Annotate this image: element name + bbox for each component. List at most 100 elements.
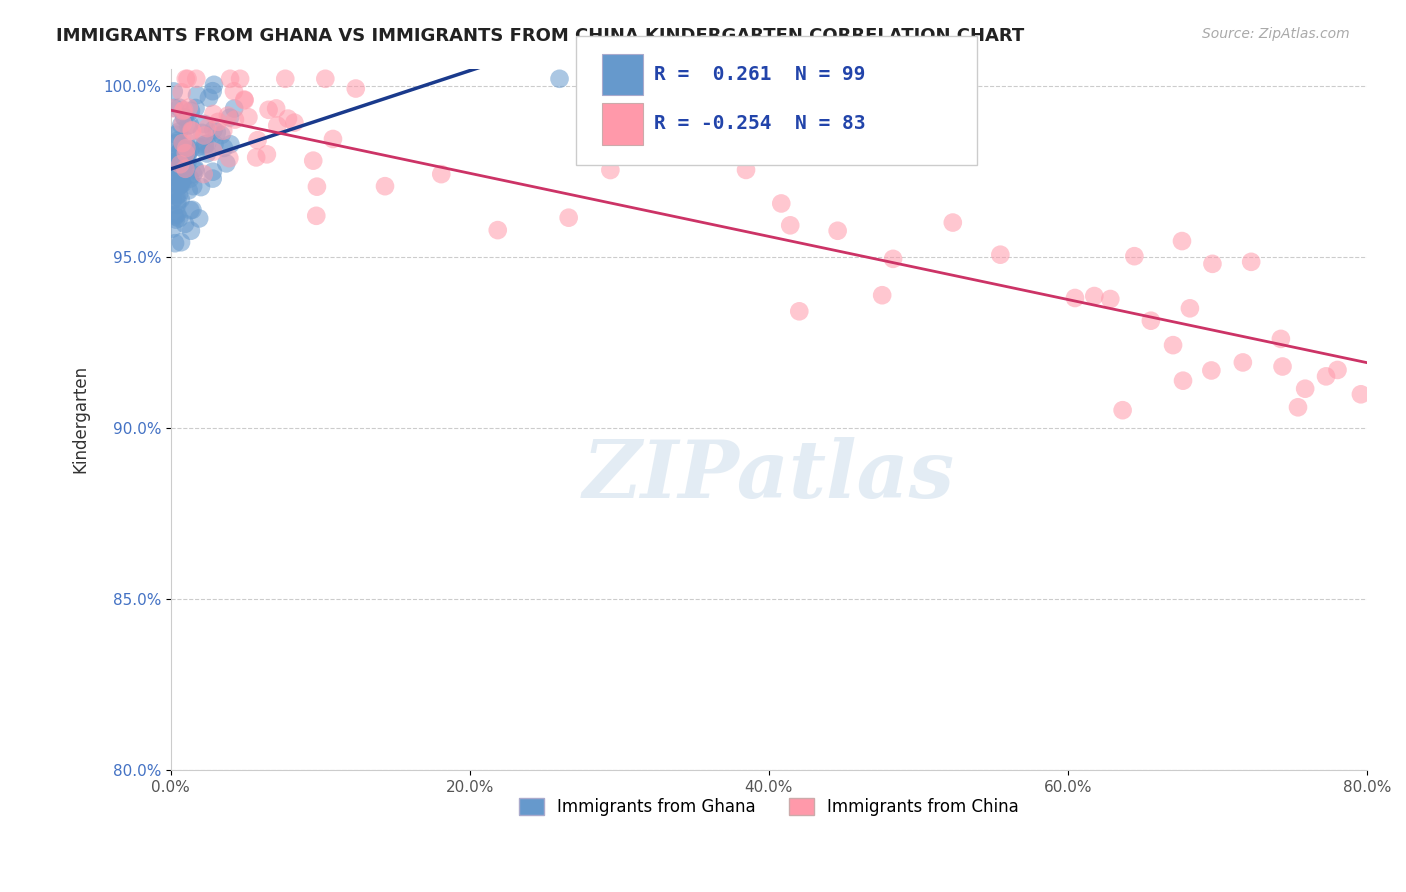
Immigrants from China — [174, 161, 197, 176]
Immigrants from China — [256, 147, 278, 161]
Immigrants from China — [172, 136, 194, 150]
Immigrants from Ghana — [177, 183, 200, 197]
Immigrants from China — [266, 119, 288, 133]
Immigrants from China — [193, 167, 215, 181]
Y-axis label: Kindergarten: Kindergarten — [72, 365, 89, 474]
Immigrants from Ghana — [165, 210, 187, 224]
Immigrants from Ghana — [163, 155, 186, 169]
Immigrants from Ghana — [202, 123, 225, 137]
Immigrants from Ghana — [195, 136, 218, 151]
Immigrants from Ghana — [219, 111, 242, 125]
Immigrants from Ghana — [163, 84, 186, 98]
Text: IMMIGRANTS FROM GHANA VS IMMIGRANTS FROM CHINA KINDERGARTEN CORRELATION CHART: IMMIGRANTS FROM GHANA VS IMMIGRANTS FROM… — [56, 27, 1025, 45]
Immigrants from Ghana — [181, 202, 204, 217]
Text: ZIPatlas: ZIPatlas — [582, 436, 955, 514]
Immigrants from Ghana — [180, 224, 202, 238]
Immigrants from Ghana — [167, 163, 190, 178]
Immigrants from China — [1294, 382, 1316, 396]
Immigrants from China — [882, 252, 904, 266]
Immigrants from Ghana — [177, 147, 200, 161]
Immigrants from China — [787, 304, 810, 318]
Immigrants from China — [224, 112, 246, 127]
Immigrants from China — [1178, 301, 1201, 316]
Immigrants from China — [202, 107, 225, 121]
Immigrants from China — [162, 101, 184, 115]
Immigrants from China — [430, 167, 453, 181]
Immigrants from Ghana — [173, 111, 195, 125]
Immigrants from China — [779, 219, 801, 233]
Immigrants from China — [174, 71, 197, 86]
Immigrants from Ghana — [174, 134, 197, 148]
Immigrants from Ghana — [193, 117, 215, 131]
Immigrants from China — [305, 209, 328, 223]
Immigrants from China — [486, 223, 509, 237]
Immigrants from China — [238, 110, 260, 124]
Immigrants from China — [180, 123, 202, 137]
Immigrants from China — [257, 103, 280, 117]
Immigrants from Ghana — [162, 157, 184, 171]
Immigrants from Ghana — [170, 141, 193, 155]
Immigrants from Ghana — [172, 159, 194, 173]
Immigrants from Ghana — [167, 211, 190, 226]
Immigrants from China — [1315, 369, 1337, 384]
Immigrants from Ghana — [170, 143, 193, 157]
Text: R =  0.261  N = 99: R = 0.261 N = 99 — [654, 64, 865, 84]
Immigrants from China — [170, 85, 193, 99]
Immigrants from China — [599, 163, 621, 178]
Immigrants from China — [177, 101, 200, 115]
Immigrants from Ghana — [170, 235, 193, 250]
Immigrants from China — [1326, 363, 1348, 377]
Immigrants from China — [1123, 249, 1146, 263]
Immigrants from Ghana — [190, 180, 212, 194]
Immigrants from Ghana — [170, 139, 193, 153]
Immigrants from Ghana — [180, 103, 202, 118]
Immigrants from Ghana — [224, 102, 246, 116]
Immigrants from China — [172, 117, 194, 131]
Immigrants from Ghana — [166, 194, 188, 209]
Immigrants from Ghana — [191, 126, 214, 140]
Immigrants from Ghana — [194, 137, 217, 152]
Immigrants from Ghana — [170, 175, 193, 189]
Immigrants from Ghana — [188, 211, 211, 226]
Immigrants from China — [1111, 403, 1133, 417]
Immigrants from Ghana — [163, 149, 186, 163]
Immigrants from China — [735, 163, 758, 178]
Immigrants from China — [283, 115, 305, 129]
Immigrants from Ghana — [167, 178, 190, 192]
Immigrants from Ghana — [181, 167, 204, 181]
Immigrants from Ghana — [169, 178, 191, 192]
Immigrants from China — [1271, 359, 1294, 374]
Immigrants from China — [374, 179, 396, 194]
Immigrants from Ghana — [172, 163, 194, 178]
Immigrants from China — [1201, 363, 1223, 377]
Immigrants from Ghana — [172, 177, 194, 191]
Immigrants from Ghana — [198, 91, 221, 105]
Immigrants from Ghana — [179, 203, 201, 218]
Immigrants from China — [173, 103, 195, 117]
Immigrants from China — [1201, 257, 1223, 271]
Immigrants from China — [305, 179, 328, 194]
Immigrants from China — [174, 146, 197, 161]
Immigrants from Ghana — [166, 128, 188, 142]
Immigrants from China — [1232, 355, 1254, 369]
Immigrants from Ghana — [201, 164, 224, 178]
Immigrants from Ghana — [162, 165, 184, 179]
Immigrants from Ghana — [202, 78, 225, 92]
Immigrants from Ghana — [212, 141, 235, 155]
Immigrants from Ghana — [167, 125, 190, 139]
Immigrants from China — [942, 216, 965, 230]
Immigrants from Ghana — [169, 154, 191, 169]
Immigrants from Ghana — [167, 187, 190, 202]
Immigrants from China — [1171, 374, 1194, 388]
Immigrants from Ghana — [201, 171, 224, 186]
Immigrants from China — [1270, 332, 1292, 346]
Immigrants from Ghana — [194, 139, 217, 153]
Immigrants from China — [176, 71, 198, 86]
Immigrants from China — [1140, 314, 1163, 328]
Immigrants from Ghana — [201, 84, 224, 98]
Immigrants from China — [264, 102, 287, 116]
Immigrants from Ghana — [170, 172, 193, 186]
Immigrants from China — [202, 145, 225, 159]
Immigrants from Ghana — [170, 118, 193, 132]
Immigrants from Ghana — [184, 161, 207, 176]
